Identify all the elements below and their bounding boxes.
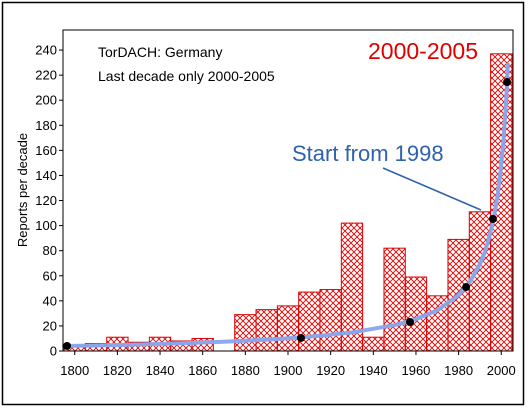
bar-1880 — [234, 314, 257, 352]
x-tick-label: 1860 — [188, 363, 217, 378]
curve-point — [63, 341, 72, 350]
y-axis-label: Reports per decade — [15, 133, 30, 247]
bar-1920 — [319, 289, 342, 352]
y-tick-label: 120 — [35, 193, 57, 208]
x-tick-label: 1960 — [401, 363, 430, 378]
bar-1990 — [468, 211, 492, 352]
y-axis: 0 20 40 60 80 100 120 140 160 180 200 220 240 — [35, 43, 63, 359]
y-tick-label: 240 — [35, 43, 57, 58]
text-box-line-2: Last decade only 2000-2005 — [98, 68, 275, 84]
point-series — [63, 78, 512, 350]
last-bar-annotation: 2000-2005 — [368, 38, 478, 64]
curve-annotation-pointer — [382, 167, 482, 211]
curve-point — [462, 283, 471, 292]
x-tick-label: 2000 — [487, 363, 516, 378]
x-tick-label: 1840 — [146, 363, 175, 378]
curve-point — [488, 214, 497, 223]
curve-point — [503, 78, 512, 87]
y-tick-label: 40 — [43, 293, 57, 308]
bar-1950 — [383, 247, 406, 352]
y-tick-label: 0 — [50, 344, 57, 359]
y-tick-label: 180 — [35, 118, 57, 133]
curve-line — [62, 62, 510, 348]
curve-annotation: Start from 1998 — [292, 141, 444, 166]
x-tick-label: 1940 — [359, 363, 388, 378]
text-box-line-1: TorDACH: Germany — [98, 44, 222, 60]
x-tick-label: 1920 — [316, 363, 345, 378]
y-tick-label: 160 — [35, 143, 57, 158]
bar-1890 — [255, 309, 278, 352]
bar-1940 — [362, 336, 385, 352]
x-tick-label: 1820 — [103, 363, 132, 378]
x-tick-label: 1800 — [60, 363, 89, 378]
x-axis: 1800 1820 1840 1860 1880 1900 1920 1940 1960 1980… — [60, 351, 516, 378]
curve-point — [405, 318, 414, 327]
curve-series — [62, 62, 510, 348]
bar-2000 — [490, 53, 513, 352]
x-tick-label: 1880 — [231, 363, 260, 378]
y-tick-label: 100 — [35, 218, 57, 233]
bar-1900 — [276, 305, 300, 352]
y-tick-label: 20 — [43, 318, 57, 333]
y-tick-label: 200 — [35, 93, 57, 108]
y-tick-label: 80 — [43, 243, 57, 258]
y-tick-label: 140 — [35, 168, 57, 183]
bar-1910 — [298, 291, 321, 352]
x-tick-label: 1900 — [274, 363, 303, 378]
x-tick-label: 1980 — [444, 363, 473, 378]
curve-point — [297, 333, 306, 342]
y-tick-label: 220 — [35, 68, 57, 83]
y-tick-label: 60 — [43, 268, 57, 283]
